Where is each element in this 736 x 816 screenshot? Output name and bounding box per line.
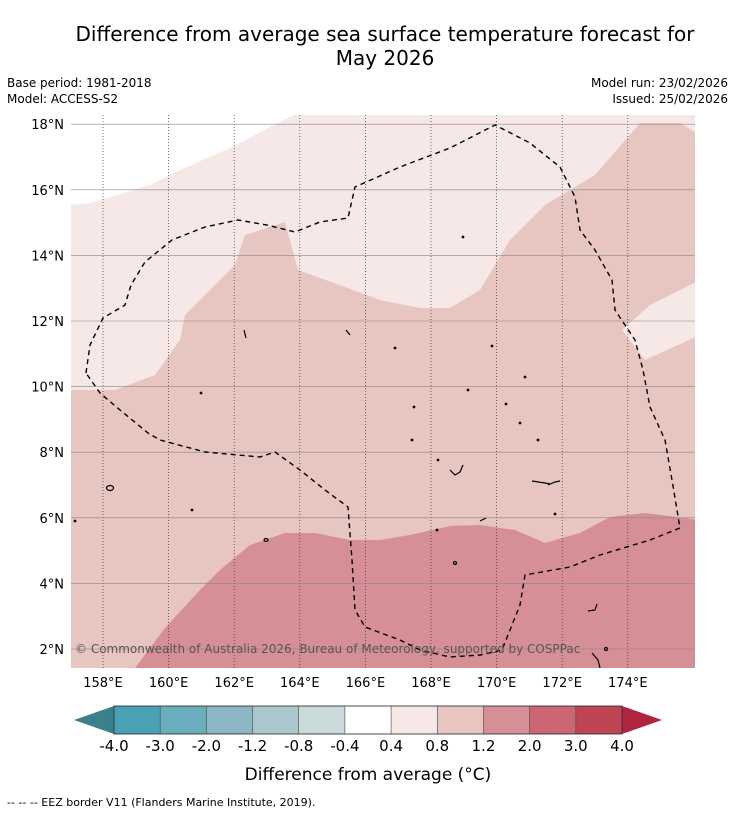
lon-tick-label: 158°E [83,676,123,691]
lon-tick-label: 168°E [411,676,451,691]
colorbar-tick-label: 2.0 [518,737,542,755]
lat-tick-label: 6°N [40,512,65,527]
colorbar-swatch [483,706,531,734]
colorbar-swatch [529,706,577,734]
colorbar-over-triangle [622,706,662,734]
anomaly-zone-0.8-1.2 [71,123,695,668]
lon-tick-label: 172°E [542,676,582,691]
islands [73,235,609,668]
colorbar-tick-label: 1.2 [472,737,496,755]
model-name: Model: ACCESS-S2 [7,92,119,106]
title-line-1: Difference from average sea surface temp… [75,22,695,46]
colorbar-tick-label: -2.0 [192,737,221,755]
colorbar-tick-label: 3.0 [564,737,588,755]
longitude-labels: 158°E 160°E 162°E 164°E 166°E 168°E 170°E 172°E… [83,676,647,691]
eez-border [85,124,681,658]
colorbar-swatch [252,706,300,734]
lon-tick-label: 166°E [346,676,386,691]
colorbar-tick-label: -0.8 [284,737,313,755]
lat-tick-label: 8°N [40,446,65,461]
lon-tick-label: 160°E [149,676,189,691]
colorbar-swatch [298,706,346,734]
lat-tick-label: 4°N [40,577,65,592]
colorbar-swatch [114,706,161,734]
colorbar-tick-label: -4.0 [99,737,128,755]
issued-date: Issued: 25/02/2026 [612,92,728,106]
copyright-notice: © Commonwealth of Australia 2026, Bureau… [75,642,580,656]
colorbar-tick-label: 4.0 [610,737,634,755]
lat-tick-label: 16°N [31,184,64,199]
latitude-gridlines [71,123,695,650]
meta-right: Model run: 23/02/2026 Issued: 25/02/2026 [591,75,728,107]
lon-tick-label: 170°E [477,676,517,691]
lon-tick-label: 174°E [608,676,648,691]
colorbar-tick-label: 0.8 [425,737,449,755]
colorbar-swatch [575,706,623,734]
colorbar-tick-label: -0.4 [330,737,359,755]
lat-tick-label: 2°N [40,643,65,658]
lat-tick-label: 18°N [31,118,64,133]
colorbar-tick-label: -3.0 [146,737,175,755]
lat-tick-label: 12°N [31,315,64,330]
model-run: Model run: 23/02/2026 [590,76,728,90]
meta-left: Base period: 1981-2018 Model: ACCESS-S2 [7,75,152,107]
base-period: Base period: 1981-2018 [7,76,152,90]
footer-note: -- -- -- EEZ border V11 (Flanders Marine… [7,796,316,809]
map-panel: © Commonwealth of Australia 2026, Bureau… [71,115,695,668]
colorbar-swatch [344,706,392,734]
colorbar-tick-label: 0.4 [379,737,403,755]
colorbar: -4.0 -3.0 -2.0 -1.2 -0.8 -0.4 0.4 0.8 1.2 2.0 3.0 4… [74,705,662,785]
lat-tick-label: 14°N [31,249,64,264]
lat-tick-label: 10°N [31,381,64,396]
colorbar-title: Difference from average (°C) [245,765,492,785]
colorbar-swatch [160,706,207,734]
colorbar-swatch [391,706,438,734]
colorbar-tick-label: -1.2 [238,737,267,755]
lon-tick-label: 164°E [280,676,320,691]
colorbar-swatch [437,706,484,734]
title-line-2: May 2026 [335,46,435,70]
colorbar-swatch [206,706,254,734]
longitude-gridlines [102,115,629,668]
lon-tick-label: 162°E [214,676,254,691]
colorbar-under-triangle [74,706,114,734]
latitude-labels: 2°N 4°N 6°N 8°N 10°N 12°N 14°N 16°N 18°N [31,118,64,658]
anomaly-zone-1.2-2.0 [135,513,695,668]
chart-title: Difference from average sea surface temp… [40,22,730,70]
